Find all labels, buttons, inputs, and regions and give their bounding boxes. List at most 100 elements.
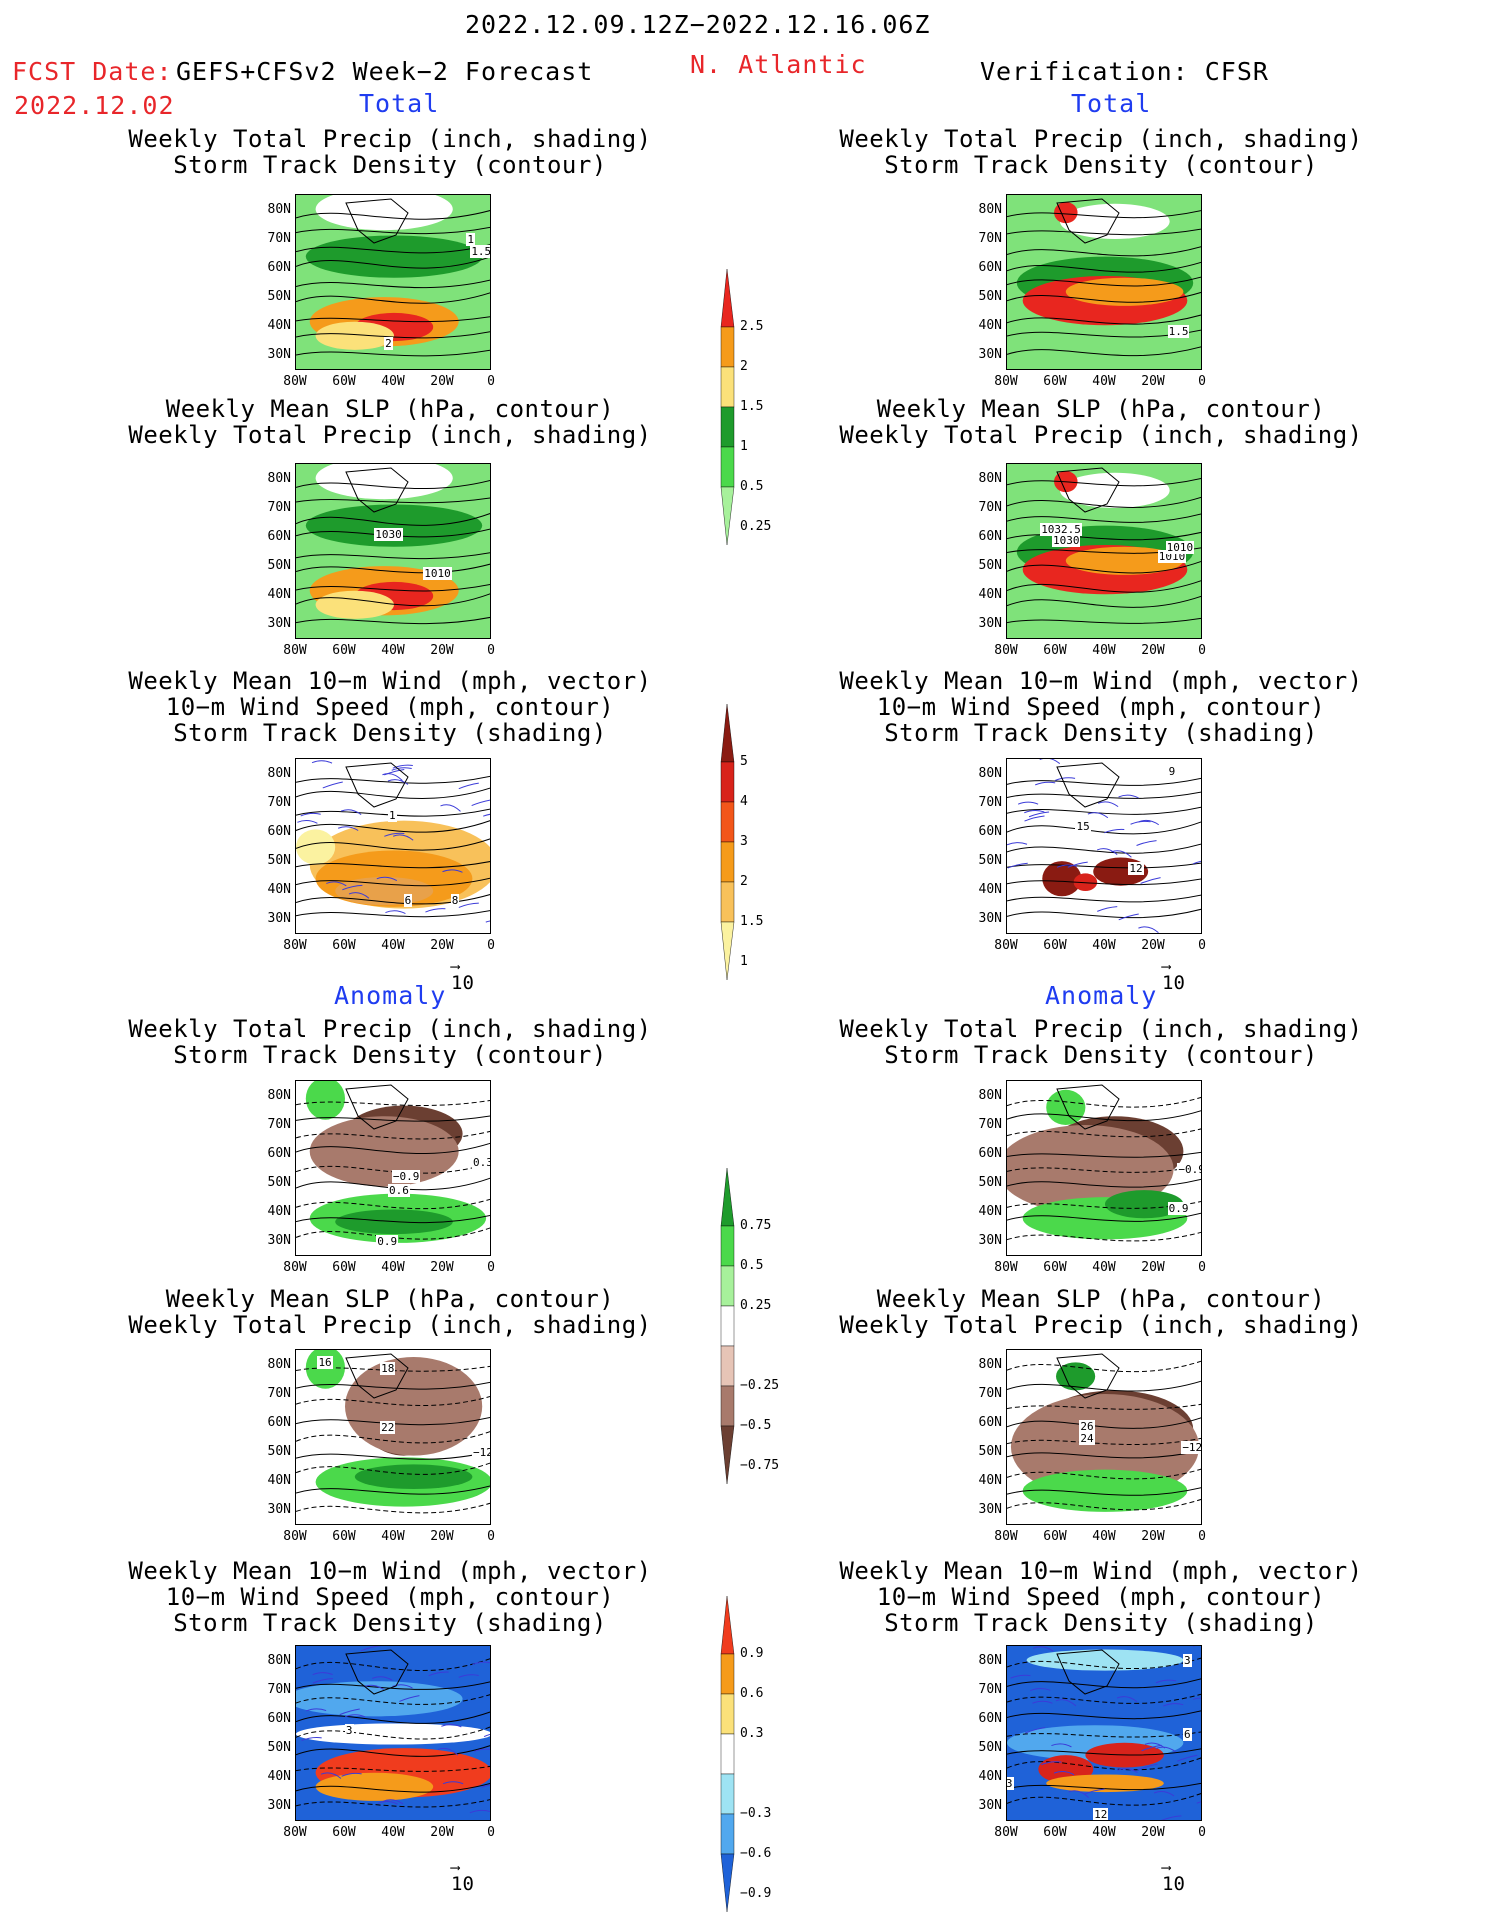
wind-vector: [1155, 1746, 1176, 1753]
lat-tick-label: 70N: [978, 795, 1002, 810]
contour-line: [1007, 1657, 1201, 1669]
colorbar-label: 2: [740, 874, 748, 889]
lon-tick-label: 60W: [332, 643, 356, 658]
region-label: N. Atlantic: [690, 50, 867, 79]
wind-vector: [385, 910, 406, 915]
lat-tick-label: 30N: [267, 616, 291, 631]
wind-vector: [485, 920, 490, 923]
lat-tick-label: 30N: [978, 911, 1002, 926]
contour-line: [1007, 1792, 1201, 1806]
contour-line: [296, 292, 490, 304]
coastline: [1056, 762, 1120, 808]
contour-line: [1007, 246, 1201, 257]
contour-label: −12: [1181, 1440, 1202, 1454]
contour-label: 3: [1006, 1777, 1014, 1791]
lat-tick-label: 60N: [978, 1146, 1002, 1161]
colorbar-swatch: [720, 881, 735, 923]
wind-vector: [481, 1784, 490, 1788]
contour-label: 0.6: [388, 1184, 410, 1198]
wind-vector: [341, 1772, 362, 1777]
contour-label: 2: [384, 336, 393, 350]
panel-title-line: Storm Track Density (contour): [884, 151, 1318, 179]
panel-title-line: Storm Track Density (contour): [173, 1041, 607, 1069]
panel-title-line: Weekly Mean SLP (hPa, contour): [165, 395, 615, 423]
panel-title-line: Storm Track Density (shading): [884, 719, 1318, 747]
vector-reference: ⟶ 10: [451, 1861, 474, 1895]
section-anomaly-left: Anomaly: [334, 981, 447, 1010]
wind-vector: [1033, 1646, 1054, 1652]
map-svg: [296, 759, 490, 933]
coastline: [345, 1353, 409, 1399]
wind-vector: [1117, 1768, 1138, 1773]
shading-region: [1056, 1362, 1096, 1391]
lat-tick-label: 80N: [267, 1653, 291, 1668]
vector-arrow-icon: ⟶: [451, 959, 460, 975]
shading-region: [315, 590, 394, 619]
contour-line: [296, 808, 490, 817]
wind-vector: [1096, 848, 1118, 855]
lon-tick-label: 60W: [332, 1825, 356, 1840]
lon-tick-label: 0: [487, 643, 495, 658]
vector-reference: ⟶ 10: [451, 959, 474, 994]
contour-label: 15: [1075, 819, 1091, 833]
period-title: 2022.12.09.12Z−2022.12.16.06Z: [465, 10, 931, 39]
map-panel-fc-wind-storm: 1 6 8 80N 70N 60N 50N 40N 30N 80W 60W 40W 20W 0: [268, 758, 495, 953]
lat-tick-label: 50N: [267, 853, 291, 868]
contour-line: [1007, 1450, 1201, 1459]
wind-vector: [1138, 819, 1159, 826]
lat-tick-label: 40N: [267, 587, 291, 602]
contour-label: 9: [1167, 765, 1177, 779]
contour-line: [1007, 1178, 1201, 1188]
lat-tick-label: 30N: [978, 1233, 1002, 1248]
lon-tick-label: 0: [1198, 938, 1206, 953]
map-canvas: 1 6 8: [295, 758, 491, 934]
contour-line: [296, 861, 490, 869]
colorbar-swatch: [720, 1305, 735, 1347]
lat-tick-label: 60N: [978, 260, 1002, 275]
contour-line: [296, 279, 490, 289]
colorbar-label: 3: [740, 834, 748, 849]
lon-tick-label: 80W: [283, 1260, 307, 1275]
wind-vector: [340, 809, 362, 815]
colorbar-swatch: [720, 921, 735, 981]
colorbar-label: −0.9: [740, 1886, 772, 1901]
lat-tick-label: 60N: [267, 824, 291, 839]
lon-tick-label: 80W: [283, 1529, 307, 1544]
shading-region: [296, 1681, 463, 1717]
shading-region: [305, 1081, 345, 1120]
contour-label: 26: [1079, 1419, 1095, 1433]
contour-line: [296, 1214, 490, 1224]
lon-tick-label: 60W: [1043, 1260, 1067, 1275]
map-panel-fc-precip-storm: 1 1.5 2 80N 70N 60N 50N 40N 30N 80W 60W 40W 20W 0: [268, 194, 495, 389]
wind-vector: [1137, 1763, 1158, 1771]
colorbar-swatch: [720, 446, 735, 488]
wind-vector: [469, 1809, 490, 1814]
wind-vector: [473, 1748, 490, 1752]
wind-vector: [1017, 801, 1039, 805]
wind-vector: [360, 1646, 381, 1652]
lon-tick-label: 40W: [381, 643, 405, 658]
wind-vector: [1116, 1696, 1138, 1703]
wind-vector: [301, 1736, 322, 1741]
map-svg: [1007, 1081, 1201, 1255]
shading-region: [1026, 1649, 1184, 1671]
wind-vector: [1010, 1674, 1031, 1679]
contour-line: [296, 893, 490, 905]
wind-vector: [1118, 794, 1139, 799]
verification-label: Verification: CFSR: [980, 57, 1269, 86]
contour-line: [1007, 908, 1201, 919]
contour-line: [296, 616, 490, 625]
colorbar-precip_anom: 0.75 0.5 0.25 −0.25 −0.5 −0.75: [720, 1166, 779, 1490]
panel-title: Weekly Mean 10−m Wind (mph, vector) 10−m …: [90, 1558, 690, 1636]
colorbar-label: 1.5: [740, 914, 764, 929]
lon-tick-label: 0: [1198, 1529, 1206, 1544]
contour-line: [1007, 496, 1201, 508]
contour-label: 1.5: [1167, 324, 1190, 338]
map-svg: [296, 195, 490, 369]
lat-tick-label: 80N: [978, 1357, 1002, 1372]
wind-vector: [1067, 861, 1088, 868]
panel-title-line: Storm Track Density (contour): [173, 151, 607, 179]
wind-vector: [1097, 801, 1119, 808]
colorbar-swatch: [720, 703, 735, 763]
shading-region: [305, 1350, 345, 1389]
